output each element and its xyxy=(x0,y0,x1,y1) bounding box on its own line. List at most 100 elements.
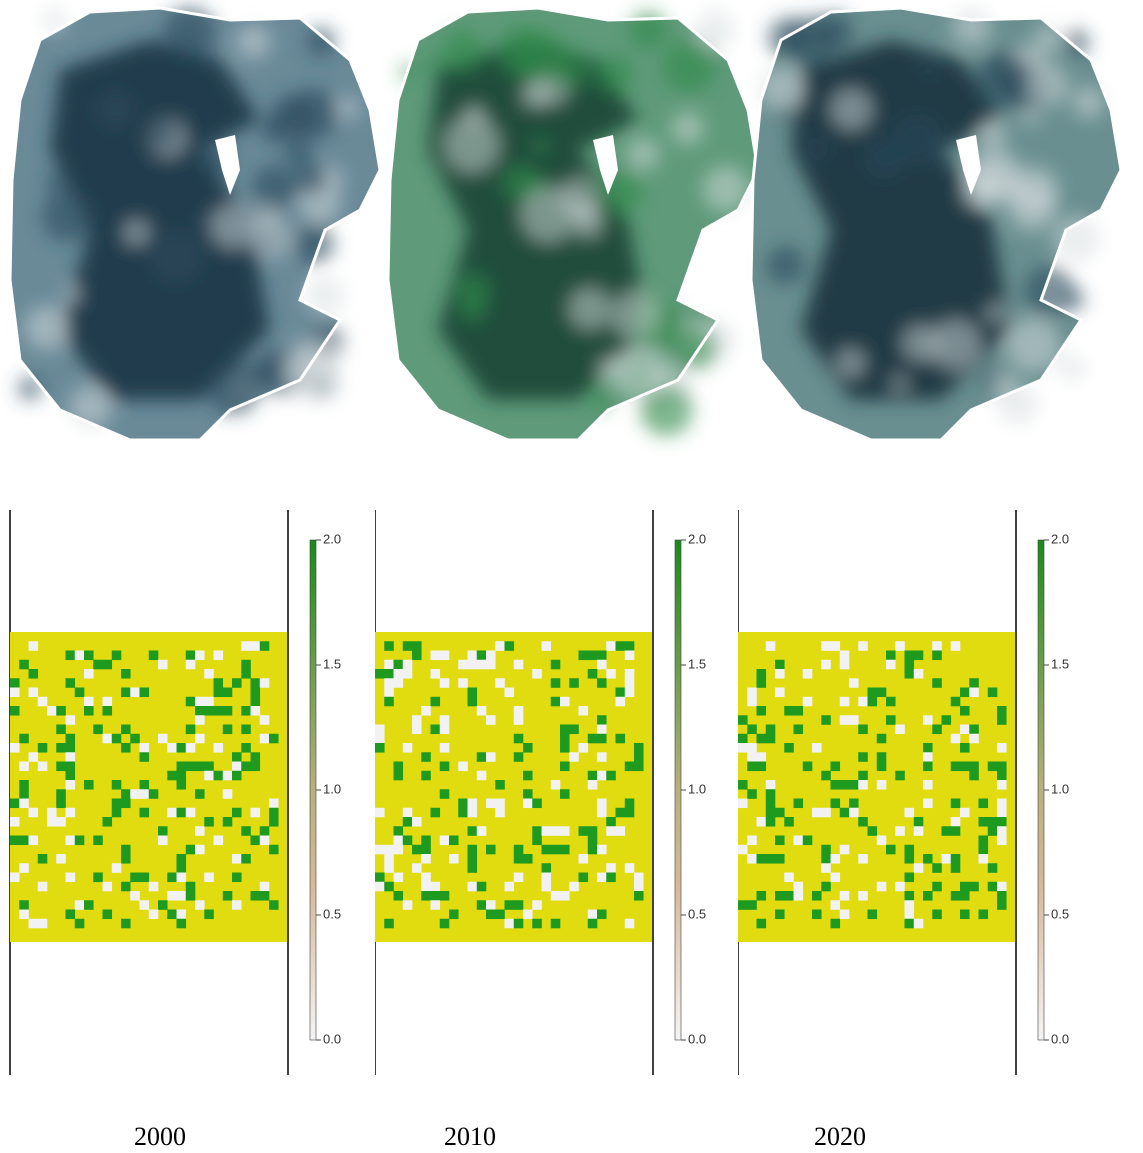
raster-cell xyxy=(634,743,644,753)
raster-cell xyxy=(167,771,177,781)
raster-cell xyxy=(505,688,515,698)
texture-blob xyxy=(24,305,69,350)
raster-cell xyxy=(29,669,39,679)
raster-cell xyxy=(858,725,868,735)
raster-cell xyxy=(394,660,404,670)
raster-cell xyxy=(394,845,404,855)
raster-cell xyxy=(625,762,635,772)
raster-cell xyxy=(831,780,841,790)
raster-cell xyxy=(979,836,989,846)
raster-cell xyxy=(66,873,76,883)
raster-cell xyxy=(440,678,450,688)
raster-cell xyxy=(858,817,868,827)
raster-cell xyxy=(997,808,1007,818)
raster-cell xyxy=(477,706,487,716)
raster-cell xyxy=(951,891,961,901)
raster-cell xyxy=(812,808,822,818)
raster-cell xyxy=(140,873,150,883)
raster-cell xyxy=(440,715,450,725)
raster-cell xyxy=(775,910,785,920)
raster-cell xyxy=(794,882,804,892)
colorbar xyxy=(675,540,681,1040)
raster-cell xyxy=(997,891,1007,901)
raster-cell xyxy=(403,669,413,679)
raster-cell xyxy=(606,863,616,873)
texture-blob xyxy=(674,327,717,370)
raster-cell xyxy=(616,641,626,651)
raster-cell xyxy=(747,900,757,910)
raster-cell xyxy=(449,836,459,846)
raster-cell xyxy=(960,762,970,772)
raster-cell xyxy=(560,743,570,753)
raster-cell xyxy=(66,734,76,744)
raster-cell xyxy=(849,715,859,725)
raster-cell xyxy=(831,900,841,910)
colorbar-tick-label: 0.5 xyxy=(688,906,706,921)
texture-blob xyxy=(143,117,176,150)
raster-cell xyxy=(130,734,140,744)
raster-cell xyxy=(932,641,942,651)
raster-cell xyxy=(223,725,233,735)
raster-cell xyxy=(468,799,478,809)
raster-cell xyxy=(112,808,122,818)
raster-cell xyxy=(625,799,635,809)
raster-cell xyxy=(384,669,394,679)
raster-cell xyxy=(775,854,785,864)
raster-cell xyxy=(495,910,505,920)
raster-cell xyxy=(103,910,113,920)
raster-cell xyxy=(403,641,413,651)
raster-cell xyxy=(103,734,113,744)
satellite-image xyxy=(388,8,758,440)
raster-cell xyxy=(551,780,561,790)
raster-cell xyxy=(560,826,570,836)
raster-cell xyxy=(75,836,85,846)
raster-cell xyxy=(542,641,552,651)
raster-cell xyxy=(251,891,261,901)
raster-cell xyxy=(241,669,251,679)
raster-cell xyxy=(440,789,450,799)
raster-cell xyxy=(757,669,767,679)
texture-blob xyxy=(96,90,135,129)
colorbar-tick-label: 0.0 xyxy=(688,1031,706,1046)
raster-cell xyxy=(103,706,113,716)
raster-cell xyxy=(803,669,813,679)
raster-cell xyxy=(195,762,205,772)
raster-cell xyxy=(251,641,261,651)
raster-cell xyxy=(140,789,150,799)
texture-blob xyxy=(1063,29,1089,55)
raster-cell xyxy=(849,808,859,818)
raster-cell xyxy=(204,762,214,772)
raster-cell xyxy=(440,836,450,846)
raster-cell xyxy=(431,669,441,679)
raster-cell xyxy=(905,660,915,670)
raster-cell xyxy=(569,752,579,762)
raster-cell xyxy=(177,919,187,929)
raster-cell xyxy=(588,771,598,781)
raster-cell xyxy=(186,845,196,855)
raster-cell xyxy=(195,706,205,716)
raster-cell xyxy=(960,725,970,735)
texture-blob xyxy=(261,117,287,143)
raster-cell xyxy=(186,660,196,670)
raster-cell xyxy=(495,799,505,809)
raster-cell xyxy=(10,743,20,753)
raster-cell xyxy=(10,688,20,698)
raster-cell xyxy=(849,799,859,809)
raster-cell xyxy=(616,697,626,707)
raster-cell xyxy=(477,752,487,762)
raster-cell xyxy=(384,688,394,698)
raster-cell xyxy=(597,808,607,818)
raster-cell xyxy=(232,752,242,762)
raster-cell xyxy=(997,882,1007,892)
raster-cell xyxy=(840,780,850,790)
raster-cell xyxy=(923,780,933,790)
raster-cell xyxy=(431,882,441,892)
raster-cell xyxy=(831,762,841,772)
texture-blob xyxy=(1058,354,1085,381)
raster-cell xyxy=(794,836,804,846)
raster-cell xyxy=(186,697,196,707)
raster-cell xyxy=(960,891,970,901)
raster-cell xyxy=(375,882,385,892)
raster-cell xyxy=(103,660,113,670)
texture-blob xyxy=(296,163,328,195)
